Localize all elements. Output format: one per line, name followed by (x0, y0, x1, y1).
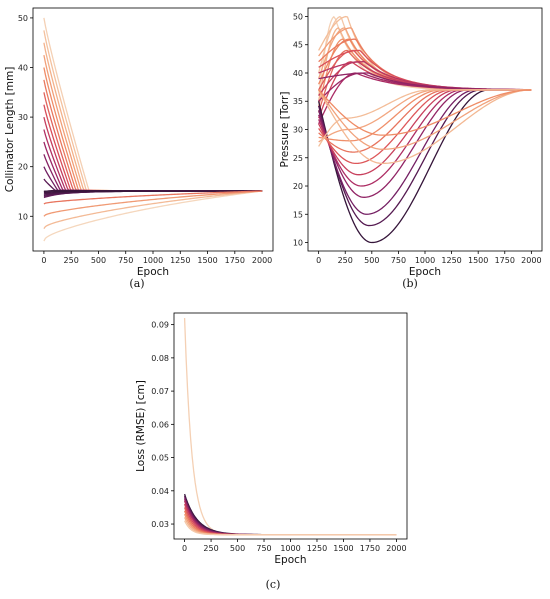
series-line (43, 116, 263, 192)
x-tick-label: 1500 (197, 256, 217, 265)
panel-caption: (c) (266, 578, 281, 591)
series-line (318, 27, 532, 91)
x-tick-label: 250 (203, 544, 218, 553)
series-line (318, 89, 532, 244)
panel-caption: (b) (402, 277, 418, 290)
y-tick-label: 0.04 (151, 487, 169, 496)
y-tick-label: 0.08 (151, 354, 169, 363)
x-tick-label: 2000 (521, 256, 541, 265)
x-tick-label: 0 (182, 544, 187, 553)
x-tick-label: 1000 (415, 256, 435, 265)
x-tick-label: 500 (364, 256, 379, 265)
panel-b: 0 250 500 750 1000 1250 1500 1750 2000 10 15 20 25 30… (279, 7, 543, 290)
panel-c: 0 250 500 750 1000 1250 1500 1750 2000 0.03 0.04 0.… (135, 312, 408, 591)
x-tick-label: 1750 (495, 256, 515, 265)
series-group (43, 17, 263, 242)
y-axis-label: Pressure [Torr] (279, 92, 291, 168)
y-tick-label: 0.07 (151, 387, 169, 396)
x-tick-label: 1500 (333, 544, 353, 553)
series-line (43, 54, 263, 192)
series-line (183, 497, 397, 536)
y-tick-label: 50 (293, 12, 303, 21)
x-axis-label: Epoch (274, 554, 306, 566)
series-line (318, 49, 532, 91)
y-tick-label: 0.05 (151, 454, 169, 463)
series-line (183, 507, 397, 536)
x-tick-label: 1250 (441, 256, 461, 265)
series-line (43, 190, 263, 242)
y-tick-label: 15 (293, 210, 303, 219)
x-tick-label: 1750 (360, 544, 380, 553)
y-tick-label: 30 (18, 113, 28, 122)
y-axis-label: Loss (RMSE) [cm] (135, 380, 147, 472)
x-tick-label: 2000 (252, 256, 272, 265)
series-line (43, 190, 263, 230)
x-tick-label: 1250 (307, 544, 327, 553)
series-line (318, 27, 532, 91)
x-tick-label: 500 (91, 256, 106, 265)
series-line (318, 89, 532, 136)
x-tick-label: 750 (256, 544, 271, 553)
y-tick-label: 25 (293, 154, 303, 163)
x-tick-label: 0 (41, 256, 46, 265)
panel-caption: (a) (129, 277, 144, 290)
series-line (43, 190, 263, 205)
series-line (318, 89, 532, 147)
x-tick-label: 0 (316, 256, 321, 265)
x-tick-label: 250 (338, 256, 353, 265)
series-line (184, 520, 397, 536)
x-axis-label: Epoch (409, 266, 441, 278)
y-tick-label: 0.06 (151, 420, 169, 429)
series-line (318, 89, 532, 165)
y-tick-label: 0.09 (151, 321, 169, 330)
y-tick-label: 0.03 (151, 520, 169, 529)
x-tick-label: 1250 (170, 256, 190, 265)
y-tick-label: 20 (18, 163, 28, 172)
x-axis-label: Epoch (137, 266, 169, 278)
series-line (183, 317, 397, 536)
y-tick-label: 30 (293, 126, 303, 135)
series-group (183, 317, 397, 536)
axes-frame (173, 312, 408, 540)
y-tick-label: 10 (18, 212, 28, 221)
y-tick-label: 10 (293, 239, 303, 248)
series-group (317, 15, 532, 244)
x-tick-label: 1500 (468, 256, 488, 265)
y-tick-label: 40 (293, 69, 303, 78)
series-line (318, 89, 532, 150)
series-line (43, 67, 263, 192)
series-line (183, 493, 397, 536)
x-tick-label: 2000 (386, 544, 406, 553)
y-axis-label: Collimator Length [mm] (4, 67, 16, 193)
x-tick-label: 1000 (280, 544, 300, 553)
y-tick-label: 50 (18, 14, 28, 23)
series-line (183, 503, 397, 536)
x-tick-label: 250 (64, 256, 79, 265)
series-line (183, 495, 397, 536)
x-tick-label: 1750 (225, 256, 245, 265)
series-line (318, 38, 532, 91)
series-line (183, 500, 397, 536)
series-line (43, 190, 263, 217)
series-line (43, 42, 263, 192)
series-line (43, 166, 263, 192)
x-tick-label: 500 (230, 544, 245, 553)
x-tick-label: 750 (118, 256, 133, 265)
x-tick-label: 750 (391, 256, 406, 265)
x-tick-label: 1000 (143, 256, 163, 265)
y-tick-label: 45 (293, 41, 303, 50)
y-tick-label: 35 (293, 97, 303, 106)
y-tick-label: 20 (293, 182, 303, 191)
series-line (43, 129, 263, 192)
series-line (318, 38, 532, 91)
y-tick-label: 40 (18, 64, 28, 73)
series-line (318, 72, 532, 91)
series-line (183, 498, 397, 536)
panel-a: 0 250 500 750 1000 1250 1500 1750 2000 10 20 30 40 50… (4, 7, 274, 290)
